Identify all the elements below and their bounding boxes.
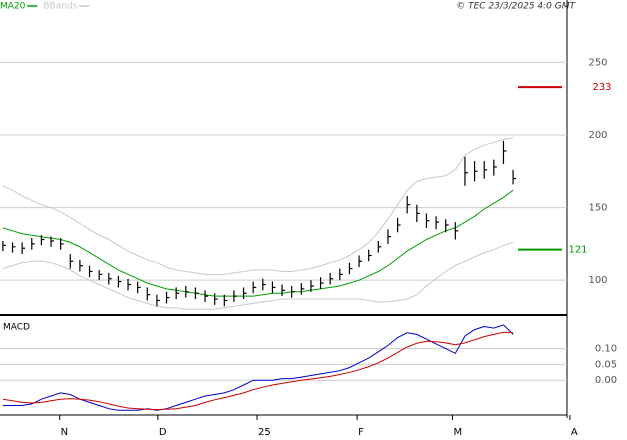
x-tick-label: A [571,427,578,438]
x-tick-label: M [453,427,462,438]
x-tick-label: F [358,427,364,438]
y-tick-label: 250 [588,57,607,68]
panel-title: MACD [3,323,30,333]
legend-label: MA20 [0,2,26,12]
x-tick-label: 25 [258,427,271,438]
y-tick-label: 0.00 [595,375,617,386]
band-lower [2,241,514,310]
x-tick-label: N [61,427,68,438]
y-tick-label: 0.05 [595,359,617,370]
legend-label: BBands [43,2,77,12]
level-label: 121 [568,245,587,256]
y-tick-label: 0.10 [595,344,617,355]
y-tick-label: 200 [588,130,607,141]
y-tick-label: 150 [588,203,607,214]
indicator-line [2,331,514,411]
source-stamp: © TEC 23/3/2025 4:0 GMT [456,2,576,12]
ma-line [2,189,514,297]
x-tick-label: D [159,427,167,438]
level-label: 233 [592,82,611,93]
band-upper [2,137,514,275]
y-tick-label: 100 [588,275,607,286]
indicator-line [2,324,514,411]
